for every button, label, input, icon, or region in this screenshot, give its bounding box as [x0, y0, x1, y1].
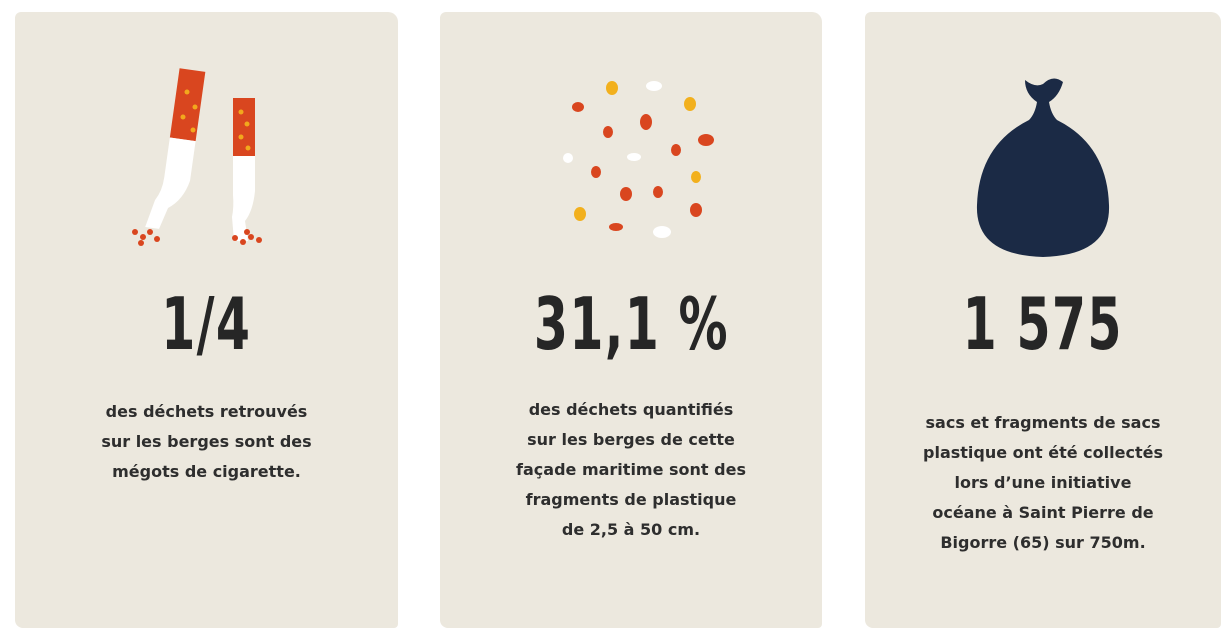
description-line: fragments de plastique — [440, 485, 822, 515]
description-line: des déchets retrouvés — [15, 397, 398, 427]
description-line: sur les berges sont des — [15, 427, 398, 457]
fragments-icon — [440, 62, 822, 272]
description-line: plastique ont été collectés — [865, 438, 1221, 468]
stat-text: 31,1 % — [533, 282, 728, 366]
description-line: sacs et fragments de sacs — [865, 408, 1221, 438]
bag-icon — [865, 62, 1221, 272]
description-line: Bigorre (65) sur 750m. — [865, 528, 1221, 558]
description-line: mégots de cigarette. — [15, 457, 398, 487]
description-line: de 2,5 à 50 cm. — [440, 515, 822, 545]
description-line: façade maritime sont des — [440, 455, 822, 485]
description-line: sur les berges de cette — [440, 425, 822, 455]
stat-value: 31,1 % — [440, 282, 822, 366]
stat-text: 1 575 — [963, 282, 1123, 366]
stat-value: 1/4 — [15, 282, 398, 366]
description-line: des déchets quantifiés — [440, 395, 822, 425]
page: {"cards": [ {"stat": "1/4", "lines": ["d… — [0, 0, 1223, 628]
description-line: lors d’une initiative — [865, 468, 1221, 498]
stat-value: 1 575 — [865, 282, 1221, 366]
description-line: océane à Saint Pierre de — [865, 498, 1221, 528]
cigarette-icon — [15, 62, 398, 272]
stat-text: 1/4 — [161, 282, 251, 366]
